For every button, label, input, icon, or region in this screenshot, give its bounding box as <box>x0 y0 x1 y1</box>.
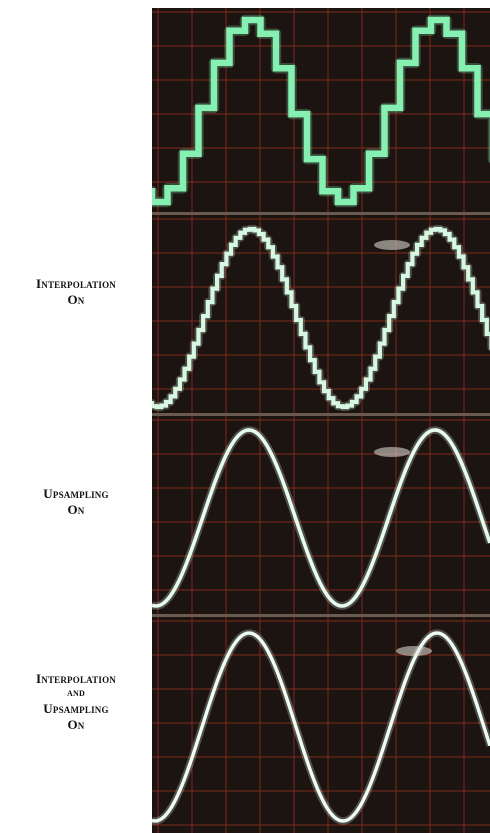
screen-glare <box>396 646 432 656</box>
panel-upsampling-on <box>152 416 490 614</box>
sine-trace <box>152 16 490 206</box>
panel-divider <box>152 212 490 215</box>
label-line: Upsampling <box>43 486 109 501</box>
scope-grid <box>152 215 490 413</box>
screen-glare <box>374 240 410 250</box>
sine-trace <box>152 428 490 608</box>
label-line: and <box>67 687 85 700</box>
screen-glare <box>374 447 410 457</box>
label-interpolation-on: Interpolation On <box>0 276 152 309</box>
scope-grid <box>152 8 490 212</box>
label-interpolation-and-upsampling-on: Interpolation and Upsampling On <box>0 671 152 734</box>
panel-interpolation-on-waveform <box>152 215 490 413</box>
scope-grid <box>152 416 490 614</box>
label-line: On <box>67 717 85 733</box>
oscilloscope-photo <box>152 8 490 833</box>
sine-trace <box>152 226 490 410</box>
label-line: On <box>67 292 85 308</box>
scope-grid <box>152 617 490 833</box>
panel-divider <box>152 413 490 416</box>
panel-original <box>152 8 490 212</box>
label-line: Interpolation <box>35 276 116 291</box>
panel-interpolation-and-upsampling-on <box>152 617 490 833</box>
panel-upsampling-on-waveform <box>152 416 490 614</box>
panel-interpolation-on <box>152 215 490 413</box>
panel-divider <box>152 614 490 617</box>
panel-interpolation-and-upsampling-on-waveform <box>152 617 490 833</box>
label-line: Interpolation <box>35 671 116 686</box>
label-line: On <box>67 502 85 518</box>
panel-original-waveform <box>152 8 490 212</box>
sine-trace <box>152 631 490 823</box>
label-line: Upsampling <box>43 701 109 716</box>
label-upsampling-on: Upsampling On <box>0 486 152 519</box>
